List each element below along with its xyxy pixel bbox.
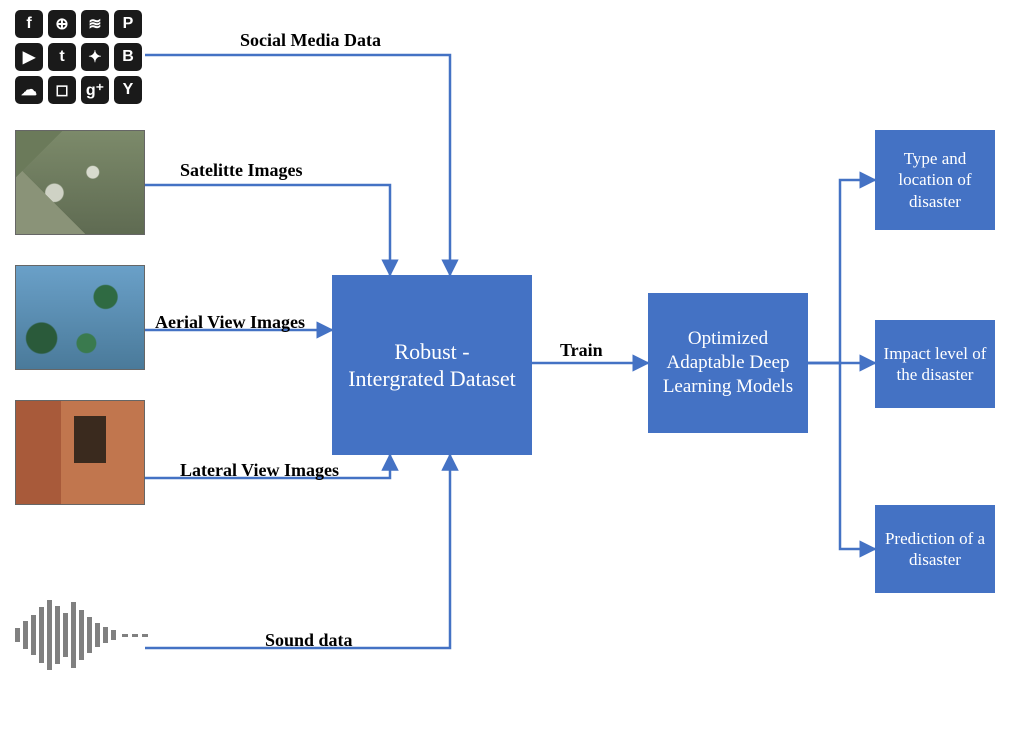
- input-social-media-icons: f⊕≋P ▶t✦B ☁◻g⁺Y: [15, 10, 142, 104]
- edge-label-lateral: Lateral View Images: [180, 460, 339, 481]
- social-icon: B: [114, 43, 142, 71]
- social-icon: Y: [114, 76, 142, 104]
- waveform-bar: [95, 623, 100, 647]
- edge-models-to-out1: [808, 180, 875, 363]
- edge-satellite-to-dataset: [145, 185, 390, 275]
- edge-models-to-out3: [808, 363, 875, 549]
- social-icon: g⁺: [81, 76, 109, 104]
- edge-label-satellite: Satelitte Images: [180, 160, 302, 181]
- edge-label-aerial: Aerial View Images: [155, 312, 305, 333]
- node-dataset: Robust - Intergrated Dataset: [332, 275, 532, 455]
- social-icon: ⊕: [48, 10, 76, 38]
- node-models-label: Optimized Adaptable Deep Learning Models: [654, 327, 802, 398]
- waveform-bar: [47, 600, 52, 670]
- waveform-bar: [39, 607, 44, 663]
- waveform-bar: [15, 628, 20, 642]
- social-icon: ☁: [15, 76, 43, 104]
- node-output-impact-level: Impact level of the disaster: [875, 320, 995, 408]
- social-icon: t: [48, 43, 76, 71]
- node-output-prediction: Prediction of a disaster: [875, 505, 995, 593]
- edge-label-sound: Sound data: [265, 630, 353, 651]
- node-models: Optimized Adaptable Deep Learning Models: [648, 293, 808, 433]
- input-lateral-image: [15, 400, 145, 505]
- waveform-bar: [111, 630, 116, 640]
- social-icon: ▶: [15, 43, 43, 71]
- social-icon: P: [114, 10, 142, 38]
- input-satellite-image: [15, 130, 145, 235]
- waveform-bar: [71, 602, 76, 668]
- social-icon: ✦: [81, 43, 109, 71]
- waveform-bar: [79, 610, 84, 660]
- waveform-bar: [55, 606, 60, 664]
- input-aerial-image: [15, 265, 145, 370]
- edge-label-social: Social Media Data: [240, 30, 381, 51]
- waveform-trailing-dash: [122, 634, 148, 637]
- waveform-bar: [31, 615, 36, 655]
- node-dataset-label: Robust - Intergrated Dataset: [348, 338, 516, 393]
- social-icon: ≋: [81, 10, 109, 38]
- edge-label-train: Train: [560, 340, 603, 361]
- node-out2-label: Impact level of the disaster: [881, 343, 989, 386]
- waveform-bar: [63, 613, 68, 657]
- waveform-bar: [103, 627, 108, 643]
- social-icon: f: [15, 10, 43, 38]
- node-out3-label: Prediction of a disaster: [881, 528, 989, 571]
- waveform-bar: [23, 621, 28, 649]
- input-sound-waveform: [15, 600, 148, 670]
- edge-sound-to-dataset: [145, 455, 450, 648]
- node-output-type-location: Type and location of disaster: [875, 130, 995, 230]
- node-out1-label: Type and location of disaster: [881, 148, 989, 212]
- waveform-bar: [87, 617, 92, 653]
- social-icon: ◻: [48, 76, 76, 104]
